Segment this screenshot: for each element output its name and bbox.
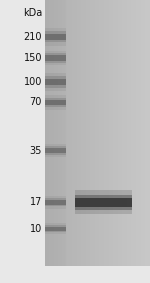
Text: 150: 150: [24, 53, 42, 63]
Text: 17: 17: [30, 197, 42, 207]
Bar: [45, 200, 66, 205]
Bar: [45, 79, 66, 85]
Text: kDa: kDa: [23, 8, 42, 18]
Bar: [45, 55, 66, 61]
Bar: [45, 34, 66, 40]
Bar: [45, 100, 66, 105]
Bar: [45, 98, 66, 107]
Text: 35: 35: [30, 145, 42, 156]
Text: 210: 210: [24, 32, 42, 42]
Bar: [45, 95, 66, 110]
Bar: [45, 31, 66, 42]
Bar: [75, 198, 132, 207]
Bar: [45, 223, 66, 234]
Text: 10: 10: [30, 224, 42, 234]
Bar: [45, 76, 66, 88]
Bar: [45, 225, 66, 232]
Bar: [75, 190, 132, 214]
Bar: [45, 147, 66, 155]
Bar: [45, 196, 66, 209]
Text: 70: 70: [30, 97, 42, 108]
Bar: [75, 195, 132, 209]
Bar: [45, 53, 66, 63]
Text: 100: 100: [24, 77, 42, 87]
Bar: [45, 73, 66, 91]
Bar: [45, 148, 66, 153]
Bar: [45, 144, 66, 157]
Bar: [45, 51, 66, 65]
Bar: [45, 227, 66, 231]
Bar: [45, 28, 66, 46]
Bar: [45, 198, 66, 206]
